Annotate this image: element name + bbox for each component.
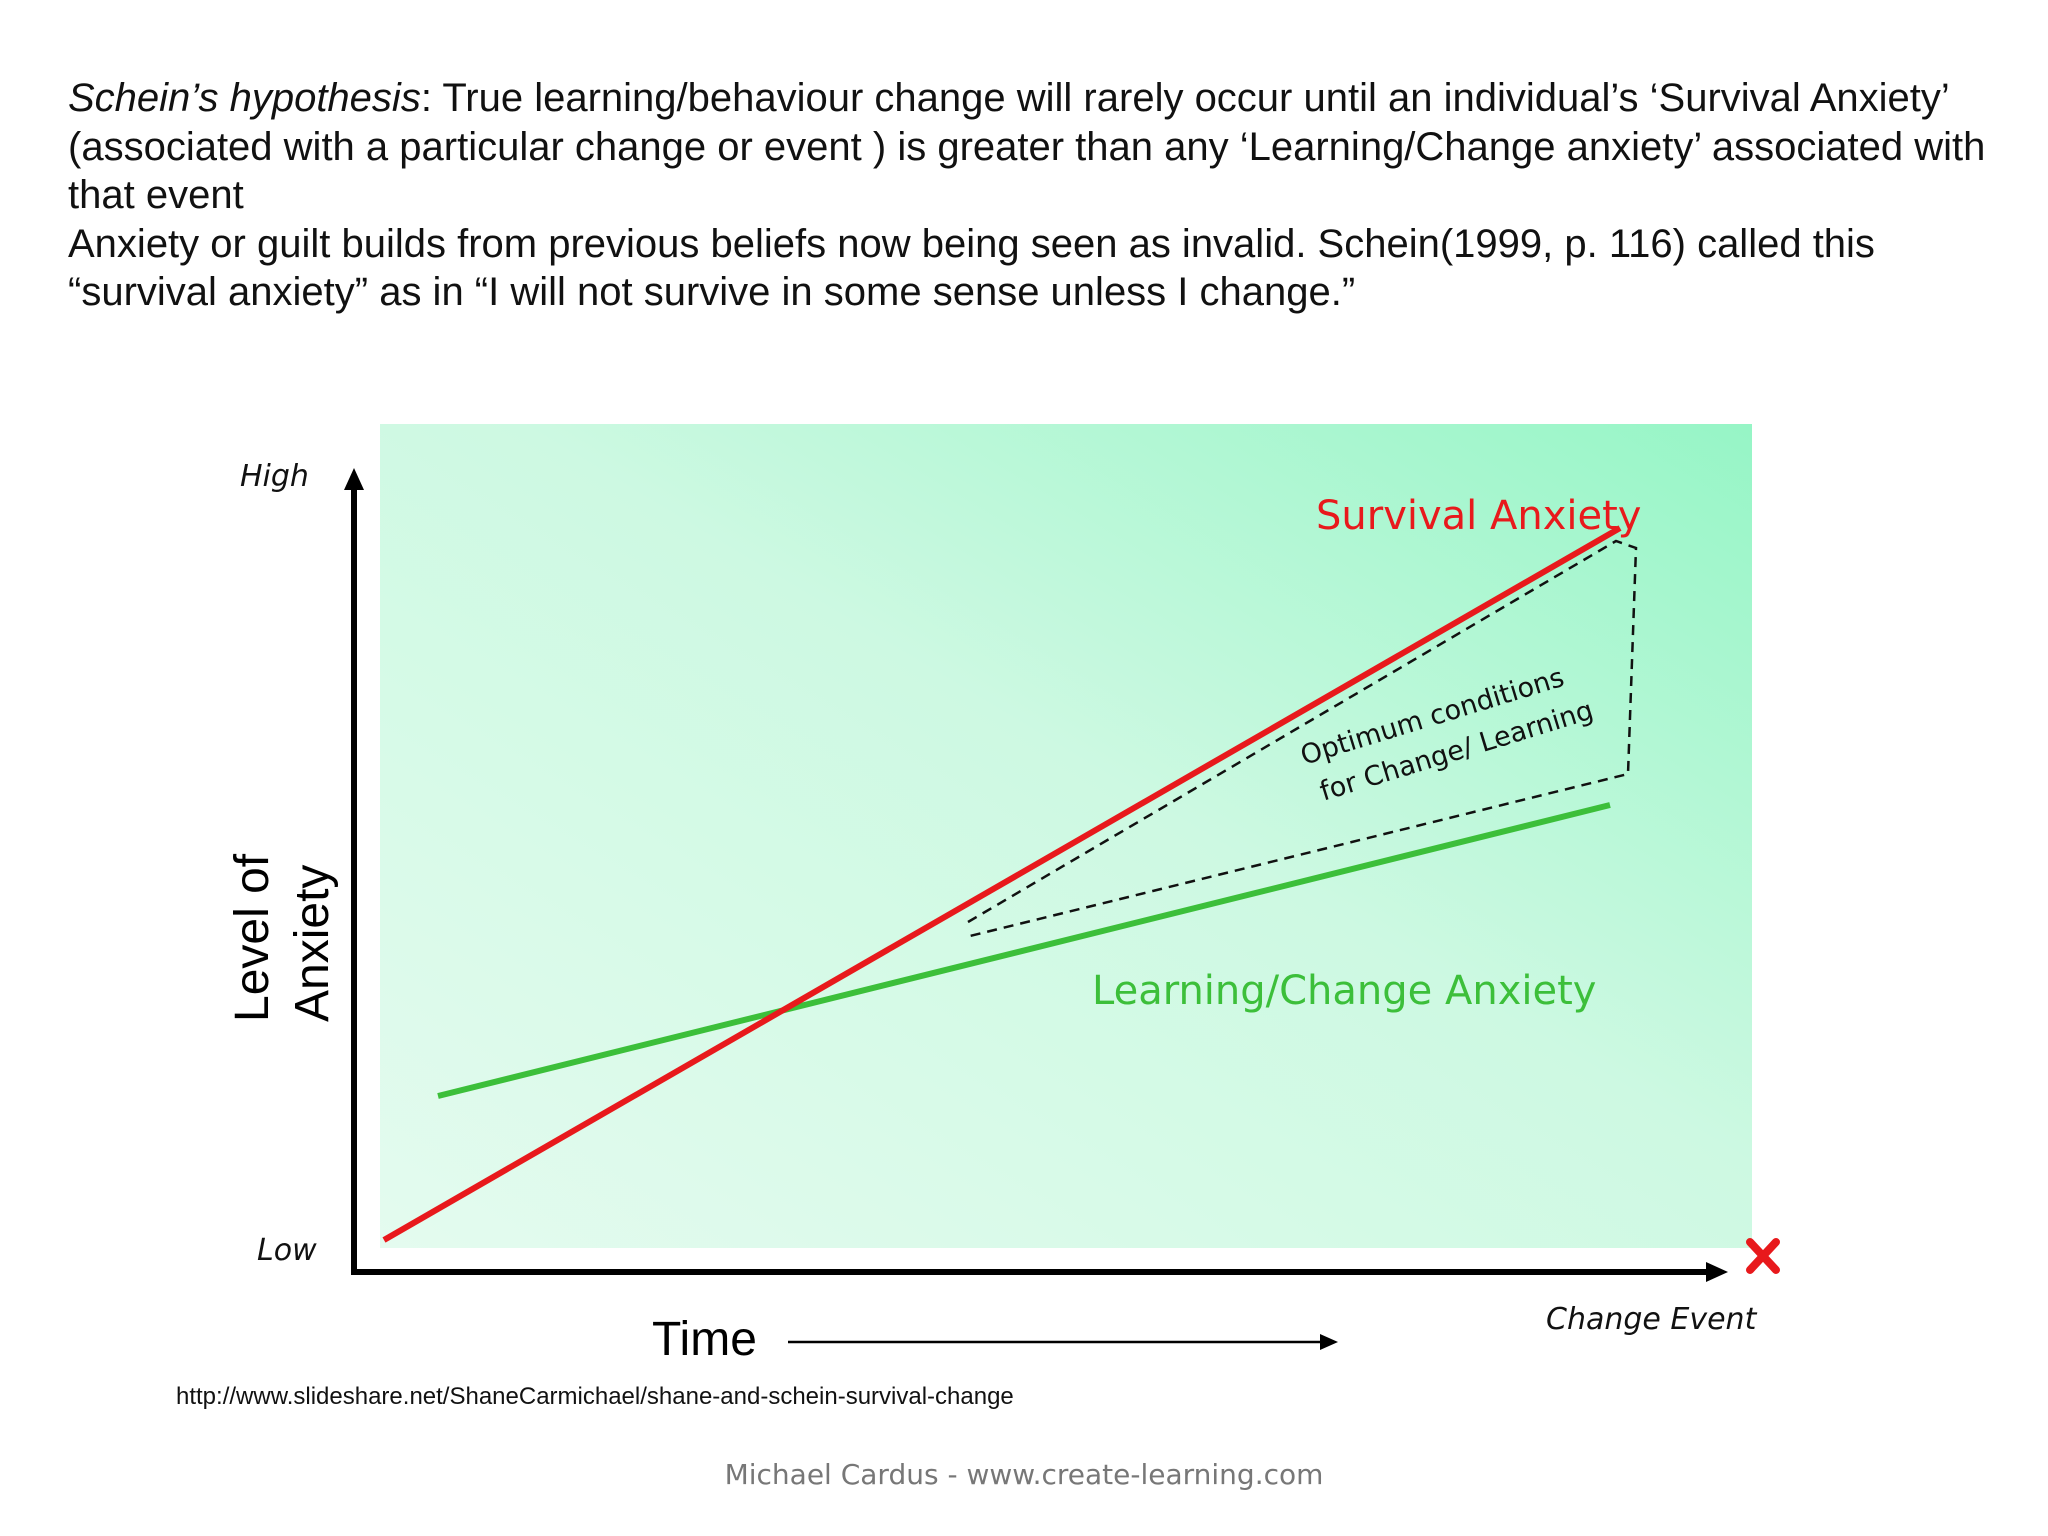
learning-change-anxiety-label: Learning/Change Anxiety xyxy=(1092,968,1596,1014)
hypothesis-paragraph: Schein’s hypothesis: True learning/behav… xyxy=(68,74,1998,220)
optimum-region-outline xyxy=(967,539,1638,938)
x-axis-title: Time xyxy=(652,1313,757,1366)
learning-change-anxiety-line xyxy=(437,802,1611,1099)
y-axis-low-label: Low xyxy=(257,1233,317,1268)
hypothesis-lead: Schein’s hypothesis xyxy=(68,76,421,120)
y-axis-arrowhead xyxy=(344,468,364,490)
y-axis-title-line1: Level of xyxy=(226,853,279,1022)
survival-anxiety-line xyxy=(382,525,1622,1243)
change-event-label: Change Event xyxy=(1546,1302,1758,1337)
hypothesis-statement: : True learning/behaviour change will ra… xyxy=(68,76,1986,217)
y-axis-high-label: High xyxy=(240,459,309,494)
y-axis-title: Level of Anxiety xyxy=(226,853,339,1022)
x-icon xyxy=(1746,1238,1780,1274)
hypothesis-text: Schein’s hypothesis: True learning/behav… xyxy=(68,74,1998,317)
footer-credit: Michael Cardus - www.create-learning.com xyxy=(724,1458,1324,1491)
x-axis-arrowhead xyxy=(1706,1262,1728,1282)
survival-anxiety-label: Survival Anxiety xyxy=(1316,493,1641,539)
time-arrow-head xyxy=(1320,1334,1338,1350)
survival-anxiety-explanation: Anxiety or guilt builds from previous be… xyxy=(68,221,1875,315)
source-url: http://www.slideshare.net/ShaneCarmichae… xyxy=(176,1383,1014,1410)
y-axis-title-line2: Anxiety xyxy=(286,865,339,1022)
